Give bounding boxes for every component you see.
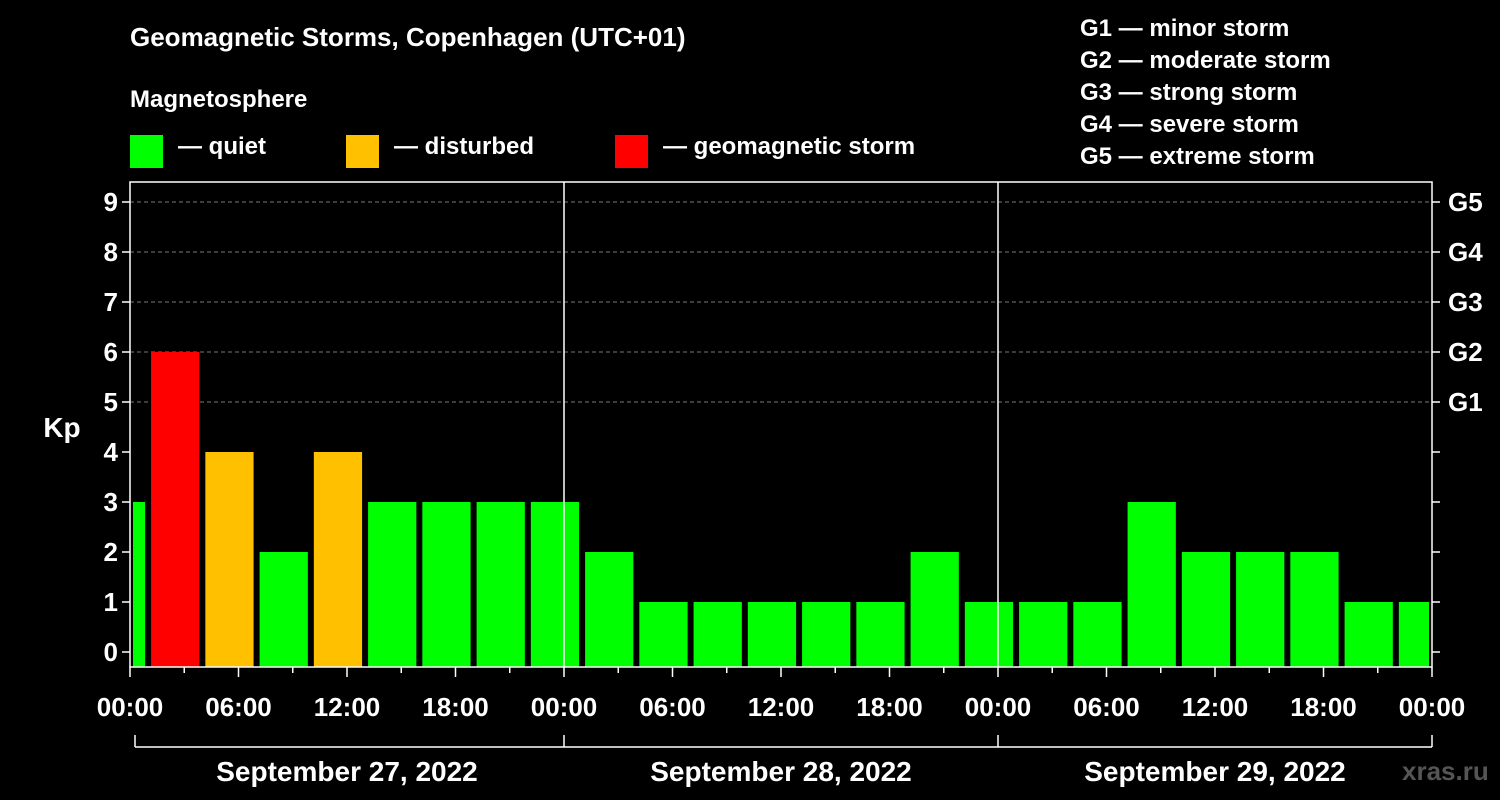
g-scale-g3: G3 — strong storm <box>1080 79 1298 106</box>
g-level-label: G3 <box>1448 287 1483 317</box>
kp-bar <box>1398 602 1429 667</box>
kp-bar <box>1344 602 1393 667</box>
g-level-label: G2 <box>1448 337 1483 367</box>
legend-subtitle: Magnetosphere <box>130 86 308 113</box>
y-tick-label: 3 <box>104 487 118 517</box>
kp-bar <box>1236 552 1285 667</box>
kp-bar <box>476 502 525 667</box>
kp-bar <box>313 452 363 667</box>
watermark: xras.ru <box>1402 756 1489 786</box>
y-tick-label: 6 <box>104 337 118 367</box>
x-tick-label: 18:00 <box>422 692 489 722</box>
x-tick-label: 12:00 <box>748 692 815 722</box>
kp-bar <box>910 552 959 667</box>
kp-bar <box>1073 602 1122 667</box>
kp-bar <box>693 602 742 667</box>
y-tick-label: 9 <box>104 187 118 217</box>
y-tick-label: 0 <box>104 637 118 667</box>
kp-bar <box>205 452 254 667</box>
kp-bar <box>259 552 308 667</box>
kp-bar <box>1181 552 1231 667</box>
y-tick-label: 2 <box>104 537 118 567</box>
y-tick-label: 8 <box>104 237 118 267</box>
date-label: September 28, 2022 <box>650 756 912 787</box>
kp-bar <box>1127 502 1176 667</box>
x-tick-label: 00:00 <box>1399 692 1466 722</box>
legend-label-quiet: — quiet <box>178 133 266 160</box>
kp-bar <box>747 602 797 667</box>
kp-bar <box>368 502 417 667</box>
date-label: September 29, 2022 <box>1084 756 1346 787</box>
g-scale-g5: G5 — extreme storm <box>1080 143 1315 170</box>
g-scale-g4: G4 — severe storm <box>1080 111 1299 138</box>
kp-bar <box>802 602 851 667</box>
y-tick-label: 5 <box>104 387 118 417</box>
chart-title: Geomagnetic Storms, Copenhagen (UTC+01) <box>130 22 686 52</box>
g-level-label: G4 <box>1448 237 1483 267</box>
x-tick-label: 00:00 <box>97 692 164 722</box>
g-scale-g2: G2 — moderate storm <box>1080 47 1331 74</box>
y-tick-label: 4 <box>104 437 119 467</box>
g-scale-g1: G1 — minor storm <box>1080 15 1290 42</box>
kp-bar <box>1290 552 1339 667</box>
legend-swatch-disturbed <box>346 135 379 168</box>
x-tick-label: 18:00 <box>856 692 923 722</box>
y-tick-label: 7 <box>104 287 118 317</box>
g-level-label: G5 <box>1448 187 1483 217</box>
legend-swatch-storm <box>615 135 648 168</box>
kp-bar <box>639 602 688 667</box>
kp-bar <box>856 602 905 667</box>
kp-bar <box>964 602 1014 667</box>
kp-bar <box>133 502 146 667</box>
legend-label-disturbed: — disturbed <box>394 133 535 160</box>
y-axis-label: Kp <box>43 412 80 443</box>
y-tick-label: 1 <box>104 587 118 617</box>
kp-bar <box>151 352 200 667</box>
x-tick-label: 00:00 <box>965 692 1032 722</box>
kp-bar <box>422 502 471 667</box>
x-tick-label: 06:00 <box>639 692 706 722</box>
x-tick-label: 12:00 <box>314 692 381 722</box>
g-level-label: G1 <box>1448 387 1483 417</box>
x-tick-label: 12:00 <box>1182 692 1249 722</box>
x-tick-label: 06:00 <box>205 692 272 722</box>
date-label: September 27, 2022 <box>216 756 478 787</box>
kp-bar <box>585 552 634 667</box>
legend-label-storm: — geomagnetic storm <box>663 133 916 160</box>
kp-bar <box>1019 602 1068 667</box>
x-tick-label: 18:00 <box>1290 692 1357 722</box>
x-tick-label: 06:00 <box>1073 692 1140 722</box>
x-tick-label: 00:00 <box>531 692 598 722</box>
legend-swatch-quiet <box>130 135 163 168</box>
kp-bar <box>530 502 580 667</box>
